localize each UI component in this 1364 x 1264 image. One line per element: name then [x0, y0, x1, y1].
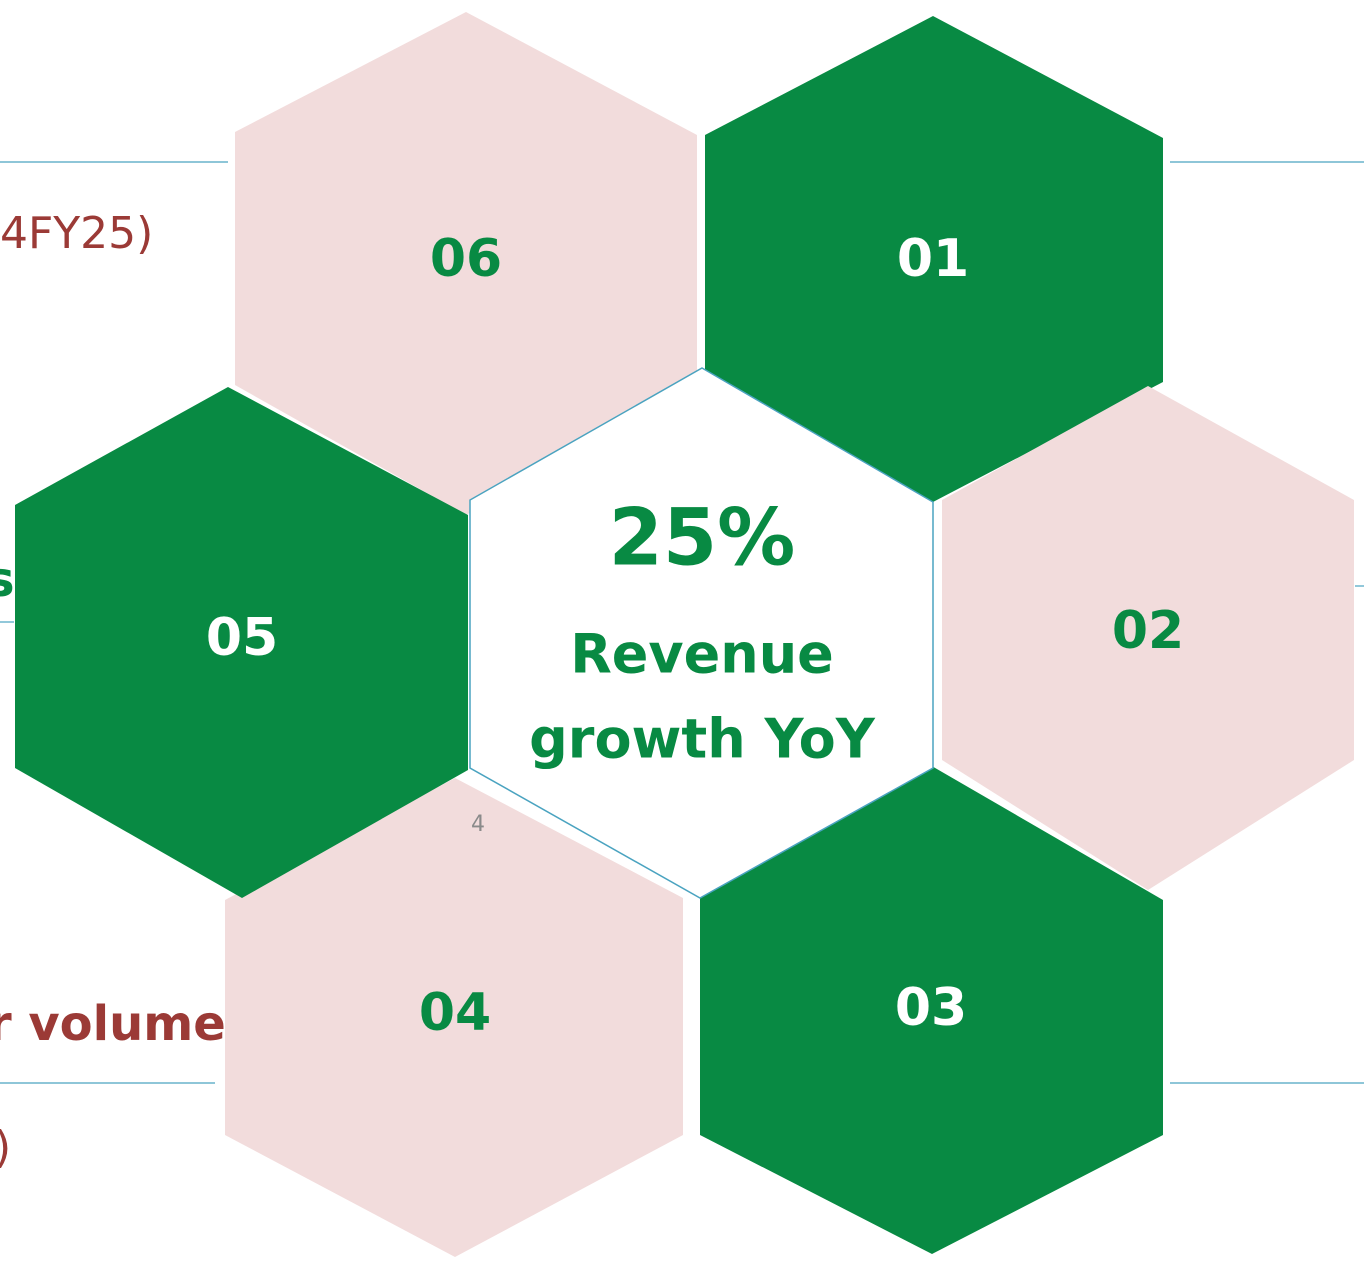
hexagon-label: 02 [1112, 601, 1184, 661]
hexagon [235, 12, 697, 515]
center-text: Revenue [570, 623, 834, 686]
hexagon-label: 05 [206, 608, 278, 668]
hexagon [705, 16, 1163, 502]
hexagon-label: 04 [419, 983, 491, 1043]
center-hexagon [469, 367, 934, 899]
side-text: s [0, 552, 15, 608]
hexagon-label: 03 [895, 978, 967, 1038]
hexagon [225, 778, 683, 1257]
side-text: 4FY25) [0, 208, 153, 259]
center-value: 25% [609, 493, 796, 583]
hexagon-label: 01 [897, 229, 969, 289]
hexagon [15, 387, 468, 898]
hexagon-label: 06 [430, 229, 502, 289]
center-text: growth YoY [529, 708, 876, 771]
page-number: 4 [471, 812, 485, 837]
hexagon [942, 386, 1354, 890]
guide-lines [0, 161, 1364, 1084]
side-text: r volume [0, 996, 226, 1052]
hexagon [700, 765, 1163, 1254]
side-text: ) [0, 1122, 11, 1173]
